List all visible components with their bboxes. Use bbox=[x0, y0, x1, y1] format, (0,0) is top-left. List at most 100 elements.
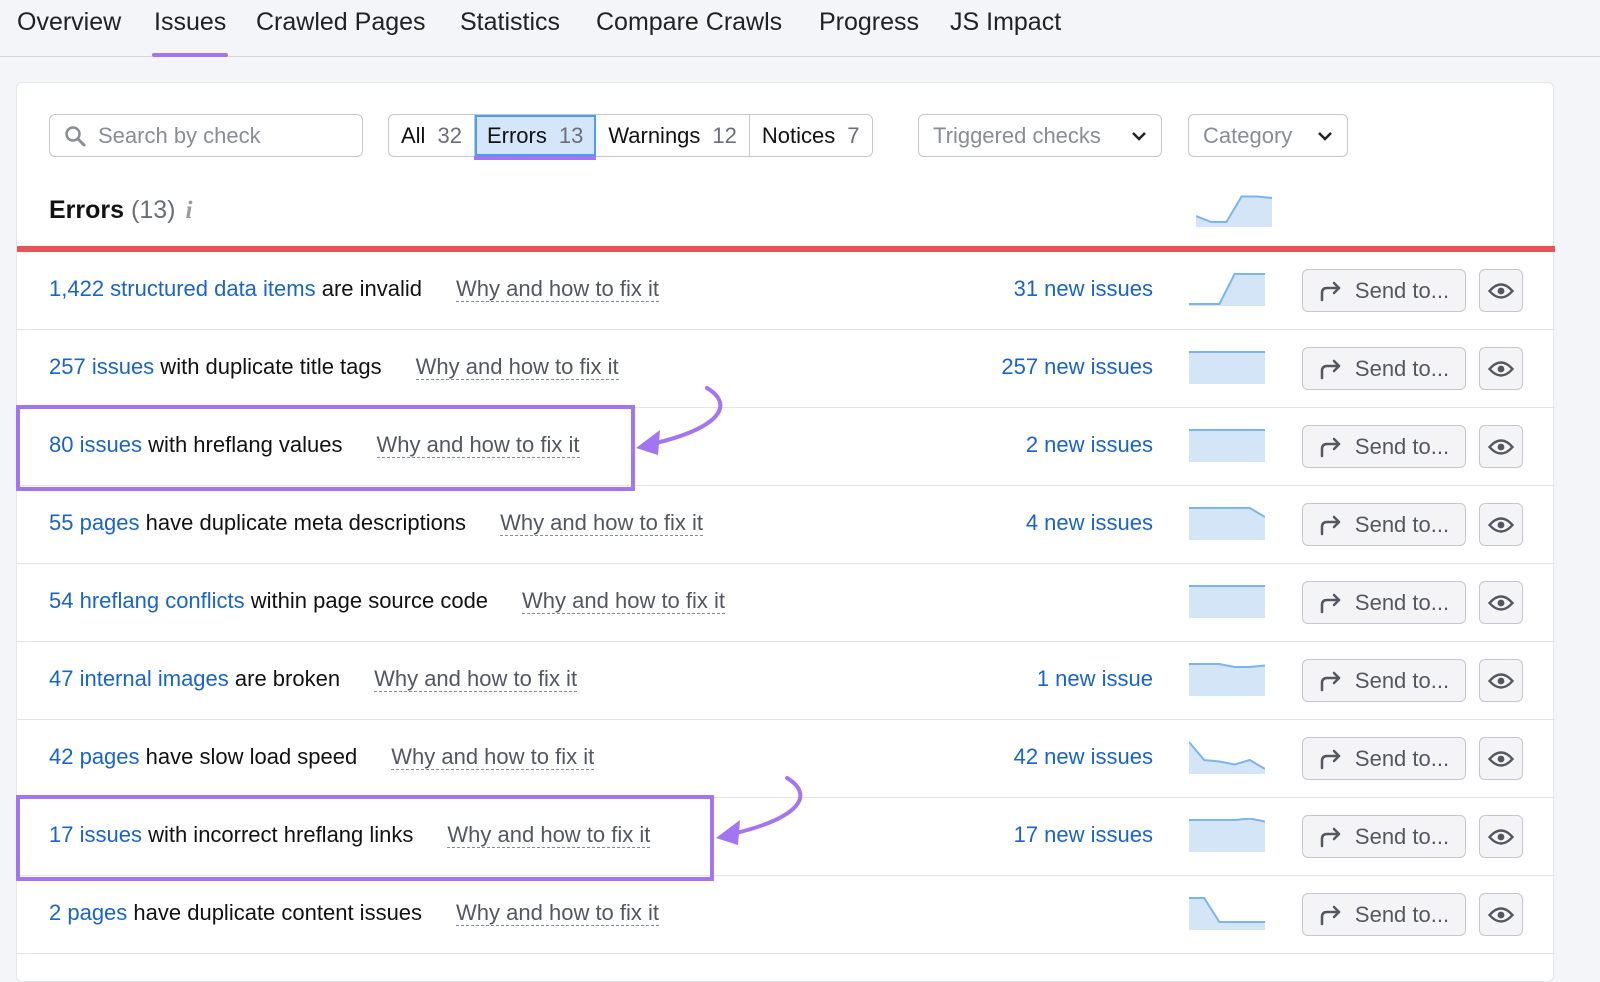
why-fix-link[interactable]: Why and how to fix it bbox=[456, 900, 660, 926]
issue-text: have duplicate content issues bbox=[127, 900, 423, 925]
issue-link[interactable]: 80 issues bbox=[49, 432, 142, 457]
chevron-down-icon bbox=[1132, 131, 1146, 141]
new-issues-link[interactable]: 42 new issues bbox=[1013, 744, 1153, 769]
why-fix-link[interactable]: Why and how to fix it bbox=[376, 432, 580, 458]
filter-count: 7 bbox=[847, 122, 860, 148]
issue-type-filter: All 32 Errors 13 Warnings 12 Notices 7 bbox=[388, 114, 873, 160]
sparkline-line bbox=[1196, 195, 1272, 223]
send-to-button[interactable]: Send to... bbox=[1302, 503, 1466, 546]
section-count: (13) bbox=[131, 196, 176, 224]
why-fix-link[interactable]: Why and how to fix it bbox=[391, 744, 595, 770]
hide-issue-button[interactable] bbox=[1479, 659, 1523, 702]
send-label: Send to... bbox=[1354, 667, 1450, 693]
filter-errors[interactable]: Errors 13 bbox=[473, 115, 597, 160]
issue-link[interactable]: 17 issues bbox=[49, 822, 142, 847]
new-issues-link[interactable]: 257 new issues bbox=[1001, 354, 1153, 379]
tab-crawled-pages[interactable]: Crawled Pages bbox=[256, 8, 426, 36]
why-fix-link[interactable]: Why and how to fix it bbox=[522, 588, 726, 614]
sparkline-line bbox=[1189, 507, 1265, 518]
share-arrow-icon bbox=[1320, 671, 1341, 691]
hide-issue-button[interactable] bbox=[1479, 815, 1523, 858]
send-to-button[interactable]: Send to... bbox=[1302, 347, 1466, 390]
send-label: Send to... bbox=[1354, 355, 1450, 381]
trend-sparkline bbox=[1189, 897, 1265, 930]
send-to-button[interactable]: Send to... bbox=[1302, 269, 1466, 312]
tab-issues[interactable]: Issues bbox=[151, 8, 229, 57]
issue-link[interactable]: 257 issues bbox=[49, 354, 155, 379]
send-to-button[interactable]: Send to... bbox=[1302, 815, 1466, 858]
hide-issue-button[interactable] bbox=[1479, 425, 1523, 468]
filter-warnings[interactable]: Warnings 12 bbox=[596, 115, 750, 156]
category-dropdown[interactable]: Category bbox=[1188, 114, 1348, 157]
sparkline-area bbox=[1189, 742, 1265, 774]
trend-sparkline bbox=[1189, 741, 1265, 774]
search-input[interactable]: Search by check bbox=[49, 114, 363, 157]
issue-row: 17 issues with incorrect hreflang links W… bbox=[17, 798, 1555, 876]
send-to-button[interactable]: Send to... bbox=[1302, 737, 1466, 780]
eye-icon bbox=[1488, 906, 1514, 923]
issue-row: 47 internal images are broken Why and how… bbox=[17, 642, 1555, 720]
sparkline-area bbox=[1189, 586, 1265, 618]
new-issues-link[interactable]: 17 new issues bbox=[1013, 822, 1153, 847]
eye-icon bbox=[1488, 360, 1514, 377]
issue-link[interactable]: 55 pages bbox=[49, 510, 140, 535]
chevron-down-icon bbox=[1318, 131, 1332, 141]
tab-compare-crawls[interactable]: Compare Crawls bbox=[596, 8, 783, 36]
send-label: Send to... bbox=[1354, 745, 1450, 771]
why-fix-link[interactable]: Why and how to fix it bbox=[374, 666, 578, 692]
send-to-button[interactable]: Send to... bbox=[1302, 893, 1466, 936]
issue-description: 2 pages have duplicate content issues Why… bbox=[49, 900, 660, 926]
send-label: Send to... bbox=[1354, 901, 1450, 927]
why-fix-link[interactable]: Why and how to fix it bbox=[447, 822, 651, 848]
hide-issue-button[interactable] bbox=[1479, 269, 1523, 312]
eye-icon bbox=[1488, 438, 1514, 455]
eye-icon bbox=[1488, 828, 1514, 845]
share-arrow-icon bbox=[1320, 905, 1341, 925]
issue-link[interactable]: 1,422 structured data items bbox=[49, 276, 316, 301]
hide-issue-button[interactable] bbox=[1479, 893, 1523, 936]
new-issues-link[interactable]: 2 new issues bbox=[1025, 432, 1153, 457]
why-fix-link[interactable]: Why and how to fix it bbox=[415, 354, 619, 380]
send-to-button[interactable]: Send to... bbox=[1302, 659, 1466, 702]
filter-count: 32 bbox=[437, 122, 462, 148]
why-fix-link[interactable]: Why and how to fix it bbox=[500, 510, 704, 536]
issue-link[interactable]: 2 pages bbox=[49, 900, 128, 925]
issue-description: 54 hreflang conflicts within page source… bbox=[49, 588, 726, 614]
send-to-button[interactable]: Send to... bbox=[1302, 425, 1466, 468]
filter-label: Notices bbox=[761, 122, 836, 148]
sparkline-area bbox=[1196, 196, 1272, 227]
issue-link[interactable]: 54 hreflang conflicts bbox=[49, 588, 245, 613]
hide-issue-button[interactable] bbox=[1479, 503, 1523, 546]
hide-issue-button[interactable] bbox=[1479, 347, 1523, 390]
new-issues-link[interactable]: 31 new issues bbox=[1013, 276, 1153, 301]
trend-sparkline bbox=[1189, 273, 1265, 306]
tab-overview[interactable]: Overview bbox=[17, 8, 122, 36]
triggered-checks-dropdown[interactable]: Triggered checks bbox=[918, 114, 1162, 157]
tab-statistics[interactable]: Statistics bbox=[460, 8, 561, 36]
share-arrow-icon bbox=[1320, 359, 1341, 379]
issue-description: 42 pages have slow load speed Why and how… bbox=[49, 744, 595, 770]
share-arrow-icon bbox=[1320, 593, 1341, 613]
issue-link[interactable]: 42 pages bbox=[49, 744, 140, 769]
filter-notices[interactable]: Notices 7 bbox=[750, 115, 872, 156]
send-to-button[interactable]: Send to... bbox=[1302, 581, 1466, 624]
hide-issue-button[interactable] bbox=[1479, 581, 1523, 624]
issue-description: 1,422 structured data items are invalid W… bbox=[49, 276, 659, 302]
tab-progress[interactable]: Progress bbox=[819, 8, 920, 36]
issue-link[interactable]: 47 internal images bbox=[49, 666, 229, 691]
new-issues-link[interactable]: 1 new issue bbox=[1036, 666, 1153, 691]
hide-issue-button[interactable] bbox=[1479, 737, 1523, 780]
section-title-text: Errors bbox=[49, 196, 125, 224]
tab-js-impact[interactable]: JS Impact bbox=[950, 8, 1062, 36]
issue-text: with duplicate title tags bbox=[154, 354, 382, 379]
filter-label: All bbox=[401, 122, 426, 148]
trend-sparkline bbox=[1189, 507, 1265, 540]
filter-all[interactable]: All 32 bbox=[389, 115, 475, 156]
share-arrow-icon bbox=[1320, 749, 1341, 769]
why-fix-link[interactable]: Why and how to fix it bbox=[455, 276, 659, 302]
sparkline-line bbox=[1189, 663, 1265, 668]
new-issues-link[interactable]: 4 new issues bbox=[1025, 510, 1153, 535]
info-icon[interactable]: i bbox=[185, 197, 193, 224]
eye-icon bbox=[1488, 672, 1514, 689]
